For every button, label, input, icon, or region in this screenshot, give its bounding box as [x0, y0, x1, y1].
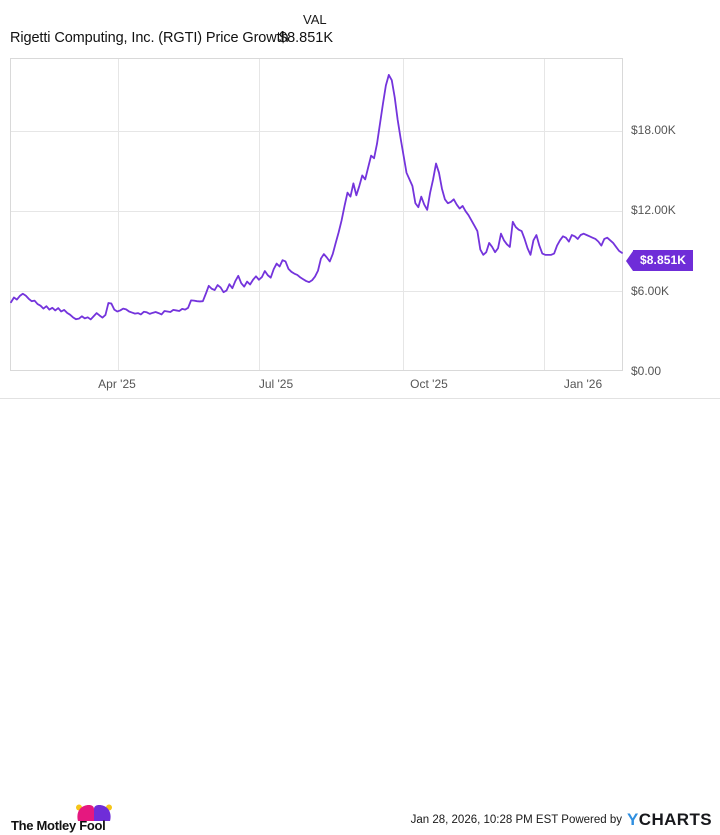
last-value-callout: $8.851K: [626, 250, 694, 271]
chart-footer: The Motley Fool Jan 28, 2026, 10:28 PM E…: [0, 399, 720, 833]
y-axis-label: $6.00K: [631, 284, 670, 298]
val-value: $8.851K: [279, 30, 334, 46]
gridline-horizontal: [11, 291, 622, 292]
x-axis-label: Oct '25: [410, 377, 448, 391]
ycharts-y-mark: Y: [627, 810, 639, 829]
gridline-vertical: [259, 59, 260, 370]
motley-fool-logo: The Motley Fool: [11, 803, 121, 835]
series-path-val: [11, 75, 622, 320]
ycharts-wordmark: CHARTS: [638, 810, 712, 829]
gridline-horizontal: [11, 131, 622, 132]
gridline-vertical: [118, 59, 119, 370]
callout-value: $8.851K: [633, 250, 694, 271]
x-axis-label: Apr '25: [98, 377, 136, 391]
gridline-horizontal: [11, 211, 622, 212]
gridline-vertical: [544, 59, 545, 370]
chart-header: Rigetti Computing, Inc. (RGTI) Price Gro…: [0, 0, 720, 56]
timestamp-text: Jan 28, 2026, 10:28 PM EST: [410, 813, 559, 826]
price-line-series: [11, 59, 622, 370]
motley-fool-wordmark: The Motley Fool: [11, 818, 106, 833]
y-axis-label: $12.00K: [631, 203, 676, 217]
x-axis-label: Jan '26: [563, 377, 603, 391]
gridline-vertical: [403, 59, 404, 370]
powered-by-text: Powered by: [561, 813, 623, 826]
y-axis-label: $0.00: [631, 364, 662, 378]
page-title: Rigetti Computing, Inc. (RGTI) Price Gro…: [10, 30, 289, 46]
footer-timestamp: Jan 28, 2026, 10:28 PM EST Powered by: [411, 814, 622, 826]
plot-area: [10, 58, 623, 371]
ycharts-logo: Y CHARTS: [627, 811, 712, 828]
val-label: VAL: [303, 12, 327, 27]
callout-arrow-icon: [626, 250, 633, 271]
footer-divider: [0, 398, 720, 399]
y-axis-label: $18.00K: [631, 123, 676, 137]
x-axis-label: Jul '25: [258, 377, 294, 391]
